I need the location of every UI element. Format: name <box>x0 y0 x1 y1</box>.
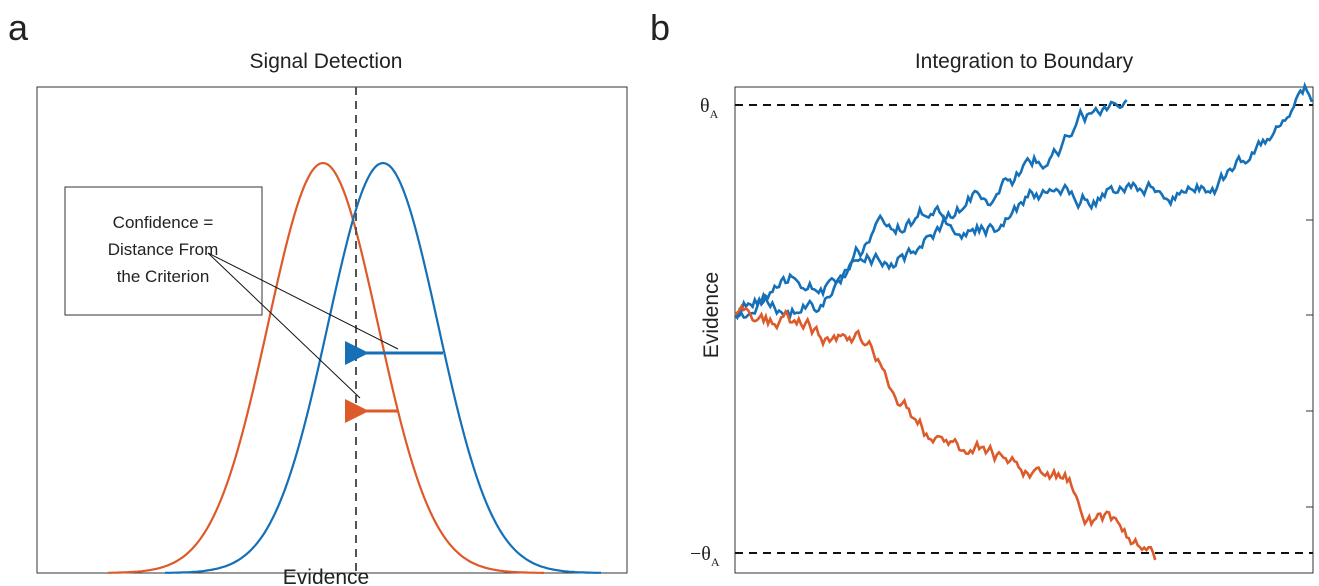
evidence-path <box>733 81 1314 321</box>
annotation-box <box>64 186 263 316</box>
pointer-line <box>207 252 361 399</box>
evidence-path <box>734 303 1157 561</box>
panel-title: Signal Detection <box>250 50 403 73</box>
panel-letter: b <box>650 7 670 48</box>
subscript: A <box>710 107 719 121</box>
panel-a: a Signal Detection Confidence = Distance… <box>8 7 628 586</box>
subscript: A <box>711 555 720 569</box>
signal-distribution <box>165 161 601 574</box>
annotation-text: the Criterion <box>117 267 210 286</box>
plot-frame <box>36 86 628 574</box>
x-axis-label: Evidence <box>283 566 369 586</box>
evidence-path <box>734 99 1128 319</box>
symbol: −θ <box>690 543 711 565</box>
pointer-line <box>207 252 399 350</box>
symbol: θ <box>700 95 710 117</box>
panel-b: b Integration to Boundary θA −θA Evidenc… <box>650 7 1314 574</box>
noise-distribution <box>108 162 544 574</box>
upper-boundary-label: θA <box>700 95 719 121</box>
y-axis-label: Evidence <box>700 272 723 358</box>
panel-letter: a <box>8 7 29 48</box>
plot-frame <box>734 86 1314 574</box>
panel-title: Integration to Boundary <box>915 50 1134 73</box>
annotation-text: Distance From <box>108 240 219 259</box>
lower-boundary-label: −θA <box>690 543 720 569</box>
annotation-text: Confidence = <box>113 213 214 232</box>
